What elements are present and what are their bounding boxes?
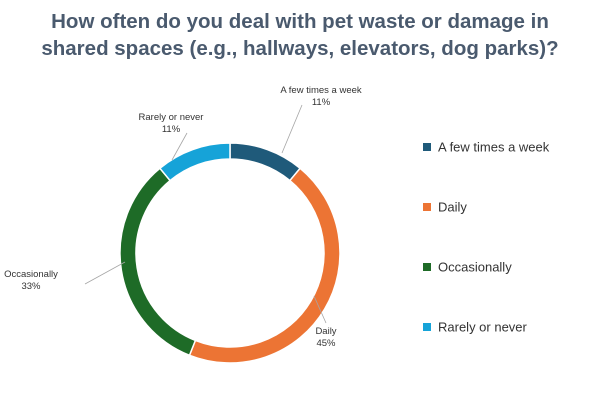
legend-swatch-occasionally xyxy=(423,263,431,271)
chart-title: How often do you deal with pet waste or … xyxy=(0,8,600,62)
legend-label-occasionally: Occasionally xyxy=(438,260,512,275)
data-label-category-rarely-or-never: Rarely or never xyxy=(139,112,204,123)
leader-line-daily xyxy=(313,295,327,324)
leader-line-a-few-times-a-week xyxy=(281,104,303,154)
legend-label-daily: Daily xyxy=(438,200,467,215)
legend-swatch-rarely-or-never xyxy=(423,323,431,331)
slice-rarely-or-never xyxy=(158,142,231,182)
data-label-category-occasionally: Occasionally xyxy=(4,269,58,280)
legend-item-a-few-times-a-week: A few times a week xyxy=(423,140,550,155)
donut-slices xyxy=(119,142,341,364)
legend: A few times a week Daily Occasionally Rarel… xyxy=(423,140,550,335)
chart-title-line-1: How often do you deal with pet waste or … xyxy=(51,10,549,33)
legend-item-occasionally: Occasionally xyxy=(423,260,512,275)
chart-title-line-2: shared spaces (e.g., hallways, elevators… xyxy=(41,37,559,60)
legend-label-rarely-or-never: Rarely or never xyxy=(438,320,528,335)
data-label-value-rarely-or-never: 11% xyxy=(162,124,181,135)
legend-label-a-few-times-a-week: A few times a week xyxy=(438,140,550,155)
data-label-value-occasionally: 33% xyxy=(21,281,41,292)
data-label-category-daily: Daily xyxy=(315,326,336,337)
legend-swatch-a-few-times-a-week xyxy=(423,143,431,151)
data-labels: A few times a week11%Daily45%Occasionall… xyxy=(4,85,362,349)
legend-item-rarely-or-never: Rarely or never xyxy=(423,320,528,335)
data-label-value-a-few-times-a-week: 11% xyxy=(312,97,331,108)
data-label-value-daily: 45% xyxy=(316,338,336,349)
legend-item-daily: Daily xyxy=(423,200,467,215)
legend-swatch-daily xyxy=(423,203,431,211)
data-label-category-a-few-times-a-week: A few times a week xyxy=(280,85,362,96)
slice-a-few-times-a-week xyxy=(229,142,302,182)
leader-line-occasionally xyxy=(84,261,126,285)
leader-line-rarely-or-never xyxy=(171,132,188,161)
slice-occasionally xyxy=(119,167,197,357)
